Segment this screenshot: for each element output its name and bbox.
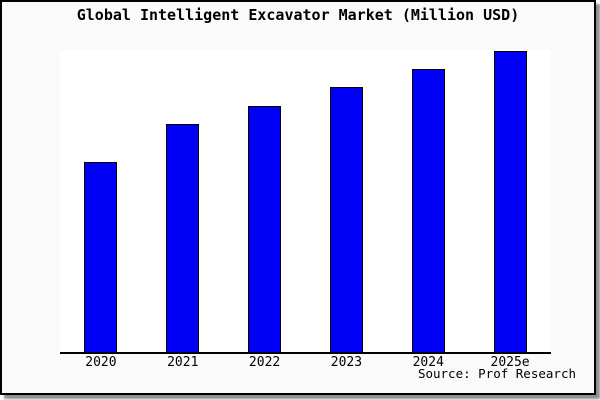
bar-2025e — [493, 51, 527, 352]
plot-area — [60, 50, 551, 354]
bar-2023 — [329, 87, 363, 352]
chart-title: Global Intelligent Excavator Market (Mil… — [76, 6, 520, 24]
x-tick-label-2020: 2020 — [85, 355, 117, 370]
x-tick-label-2025e: 2025e — [490, 355, 530, 370]
x-tick-label-2024: 2024 — [412, 355, 444, 370]
bar-2024 — [411, 69, 445, 352]
bar-2022 — [248, 106, 282, 352]
bar-2020 — [84, 162, 118, 352]
x-tick-label-2022: 2022 — [248, 355, 281, 370]
x-tick-label-2021: 2021 — [167, 355, 199, 370]
x-tick-label-2023: 2023 — [330, 355, 363, 370]
source-credit: Source: Prof Research — [417, 366, 576, 381]
bar-2021 — [166, 124, 200, 352]
